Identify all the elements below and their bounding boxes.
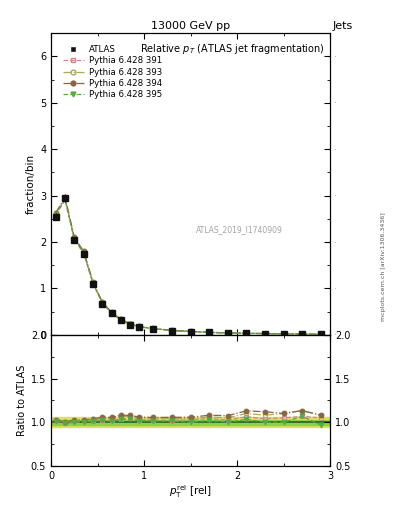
Text: Relative $p_{T}$ (ATLAS jet fragmentation): Relative $p_{T}$ (ATLAS jet fragmentatio…	[140, 42, 325, 56]
Y-axis label: fraction/bin: fraction/bin	[26, 154, 36, 214]
Bar	[51, 420, 330, 425]
Title: 13000 GeV pp: 13000 GeV pp	[151, 21, 230, 31]
Text: mcplots.cern.ch [arXiv:1306.3436]: mcplots.cern.ch [arXiv:1306.3436]	[381, 212, 386, 321]
Text: ATLAS_2019_I1740909: ATLAS_2019_I1740909	[196, 225, 283, 234]
X-axis label: $p_{\rm T}^{\rm rel}$ [rel]: $p_{\rm T}^{\rm rel}$ [rel]	[169, 483, 212, 500]
Legend: ATLAS, Pythia 6.428 391, Pythia 6.428 393, Pythia 6.428 394, Pythia 6.428 395: ATLAS, Pythia 6.428 391, Pythia 6.428 39…	[61, 44, 163, 101]
Bar	[51, 417, 330, 428]
Y-axis label: Ratio to ATLAS: Ratio to ATLAS	[17, 365, 27, 436]
Text: Jets: Jets	[332, 20, 353, 31]
